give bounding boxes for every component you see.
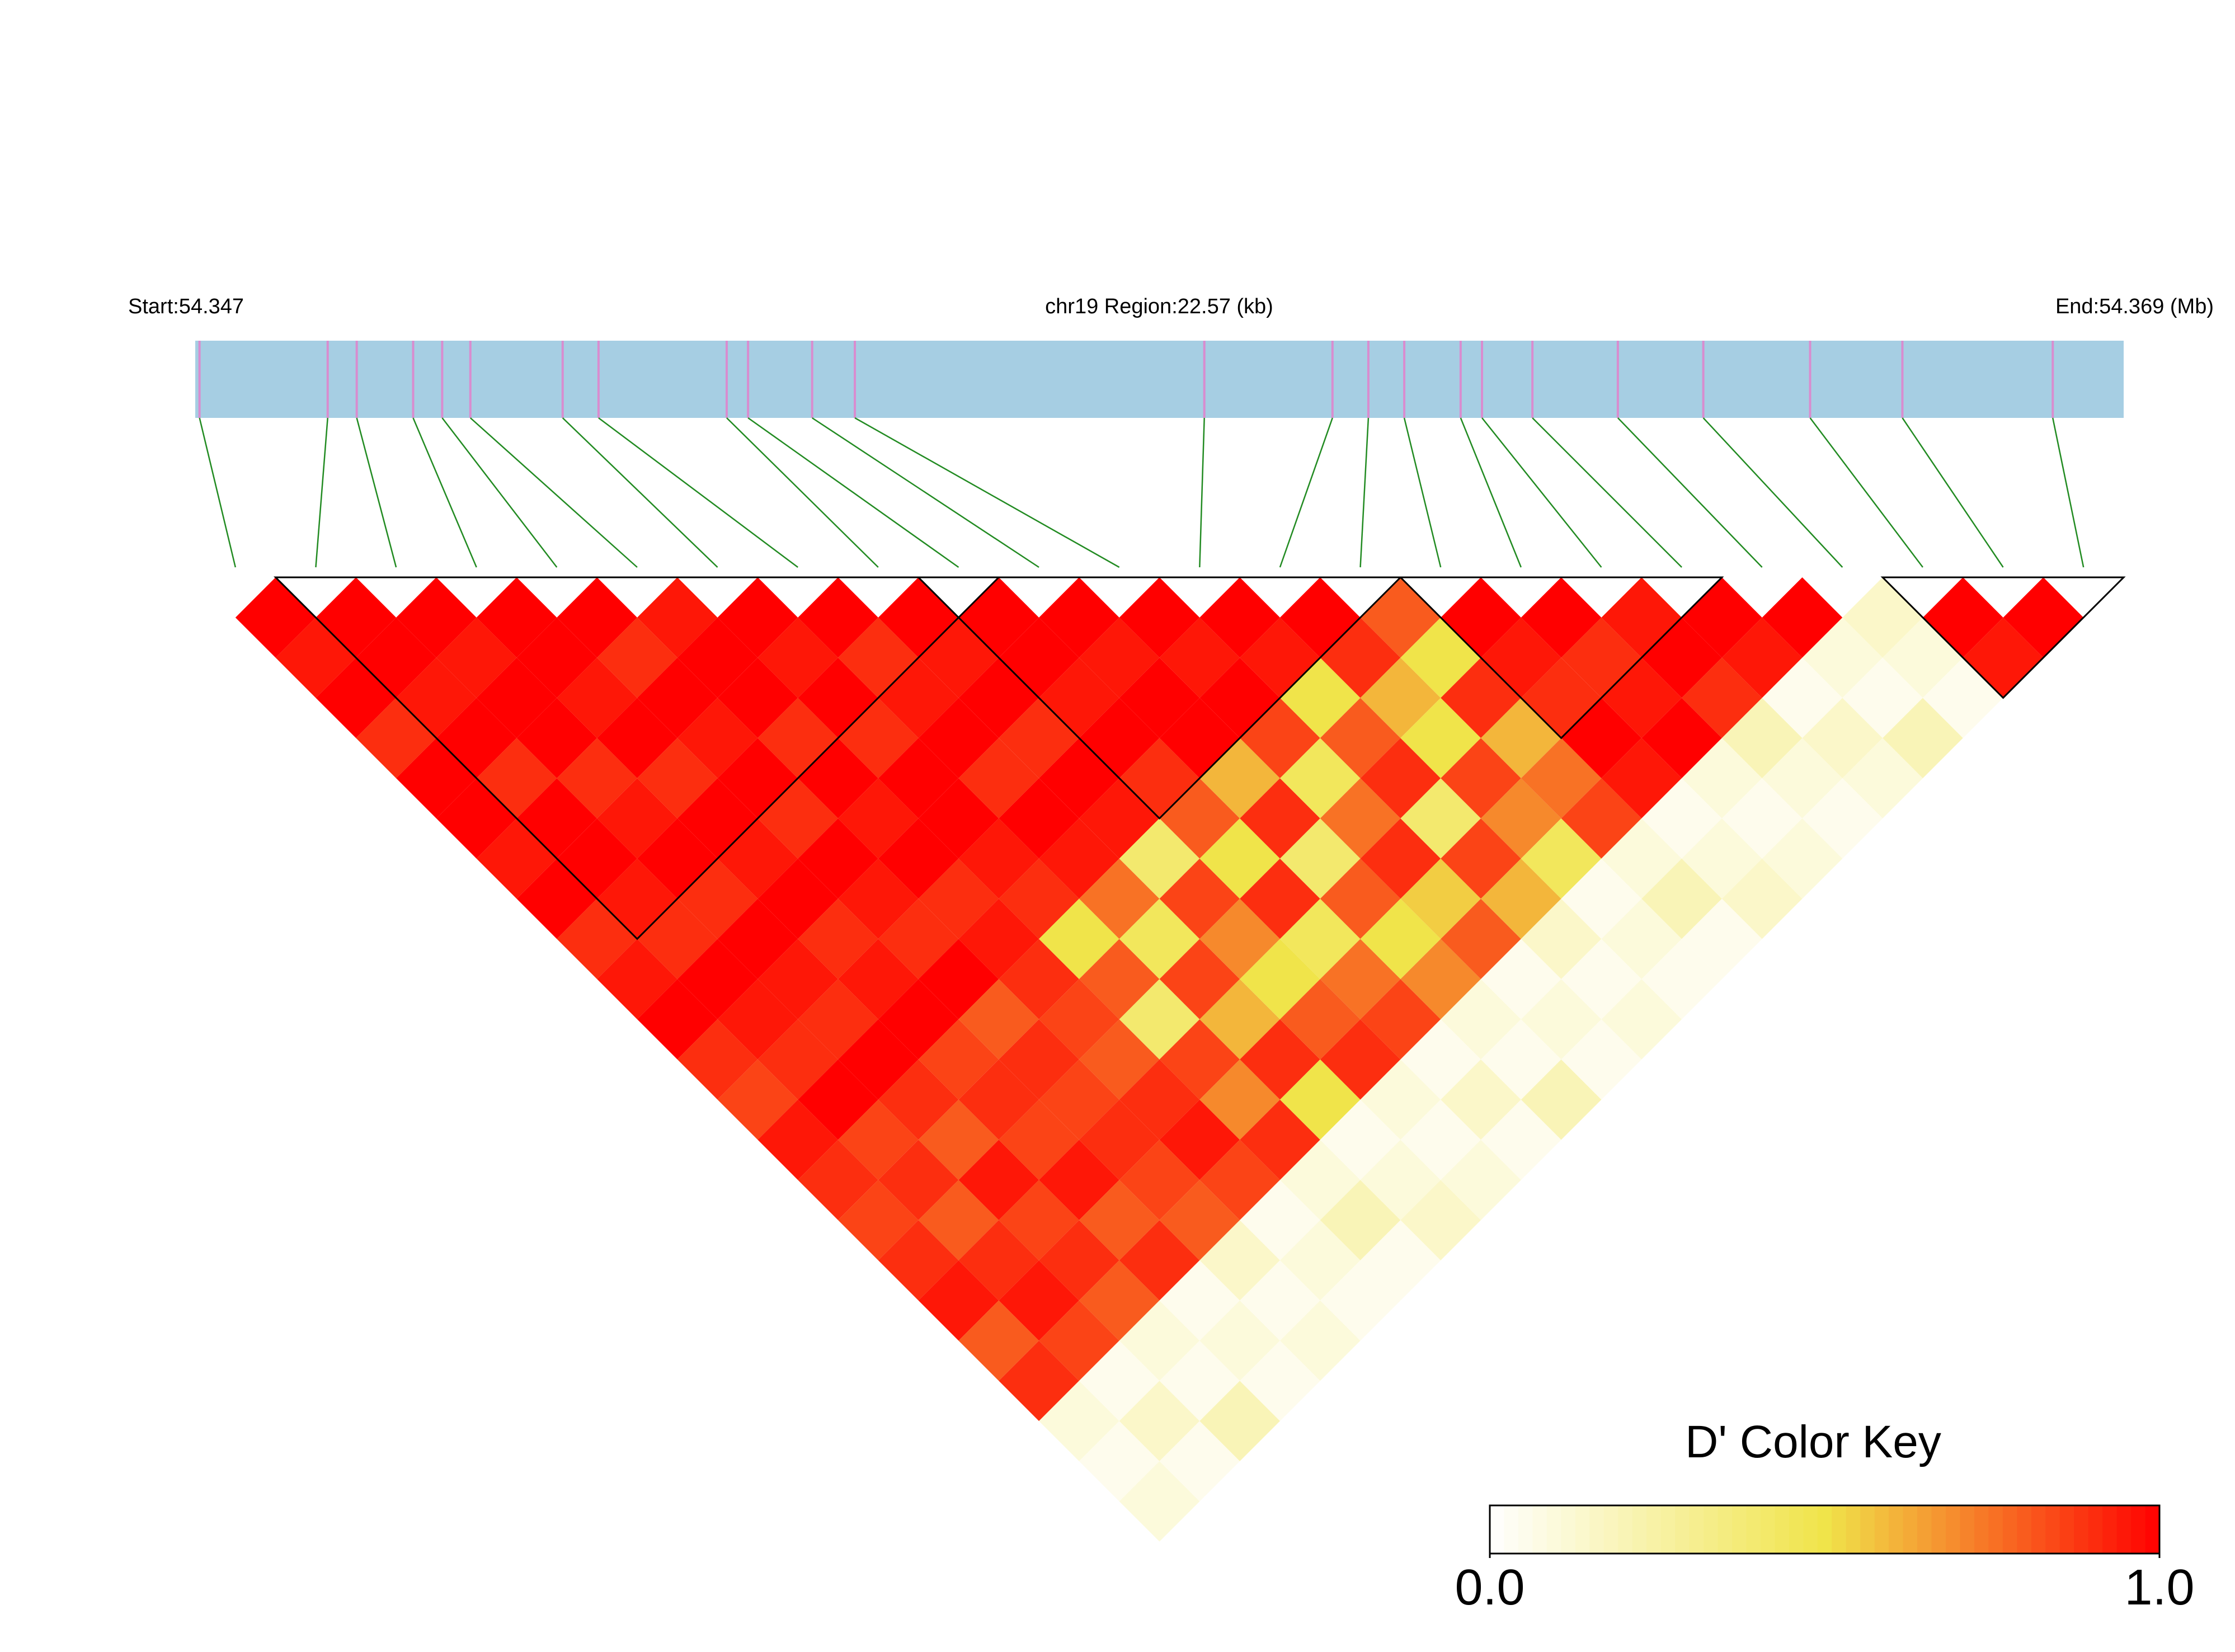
snp-connector: [726, 417, 879, 568]
key-swatch: [1874, 1505, 1889, 1554]
position-track: [195, 341, 2124, 418]
key-swatch: [2102, 1505, 2118, 1554]
key-swatch: [1546, 1505, 1561, 1554]
start-label: Start:54.347: [128, 295, 244, 318]
key-swatch: [1618, 1505, 1633, 1554]
key-swatch: [2074, 1505, 2089, 1554]
key-swatch: [1746, 1505, 1761, 1554]
key-swatch: [1589, 1505, 1605, 1554]
key-swatch: [1903, 1505, 1918, 1554]
key-swatch: [1860, 1505, 1875, 1554]
key-swatch: [1731, 1505, 1747, 1554]
snp-connector: [1532, 417, 1682, 568]
key-swatch: [1660, 1505, 1676, 1554]
snp-connector: [1279, 417, 1333, 568]
key-swatch: [2017, 1505, 2032, 1554]
snp-connector: [1617, 417, 1763, 568]
key-swatch: [1718, 1505, 1733, 1554]
haplotype-block: [916, 576, 1403, 820]
key-swatch: [1603, 1505, 1618, 1554]
key-swatch: [1675, 1505, 1690, 1554]
key-swatch: [1803, 1505, 1818, 1554]
key-swatch: [1689, 1505, 1704, 1554]
snp-connector: [598, 417, 798, 568]
key-swatch: [1704, 1505, 1718, 1554]
key-swatch: [2116, 1505, 2132, 1554]
snp-connector: [1902, 417, 2004, 568]
key-swatch: [1532, 1505, 1547, 1554]
snp-connector: [811, 417, 1039, 568]
key-swatch: [2145, 1505, 2160, 1554]
key-swatch: [2059, 1505, 2074, 1554]
key-swatch: [1817, 1505, 1832, 1554]
snp-connector: [1403, 417, 1442, 568]
snp-connector: [854, 417, 1120, 568]
snp-connector: [562, 417, 718, 568]
haplotype-block: [1880, 576, 2126, 699]
snp-connector: [747, 417, 959, 568]
key-swatch: [1760, 1505, 1775, 1554]
key-swatch: [2131, 1505, 2146, 1554]
snp-connector: [2052, 417, 2085, 568]
key-frame: [1489, 1504, 2161, 1555]
snp-connector: [441, 417, 558, 568]
key-swatch: [2088, 1505, 2103, 1554]
key-swatch: [1646, 1505, 1662, 1554]
snp-connector: [315, 417, 328, 568]
haplotype-block: [274, 576, 1001, 940]
snp-connector: [1199, 417, 1205, 568]
snp-connector: [199, 417, 237, 568]
key-swatch: [1846, 1505, 1861, 1554]
key-swatch: [1988, 1505, 2003, 1554]
key-swatch: [1974, 1505, 1989, 1554]
key-tick-label: 1.0: [2124, 1560, 2194, 1616]
key-swatch: [1504, 1505, 1519, 1554]
key-title: D' Color Key: [1685, 1416, 1941, 1467]
region-label: chr19 Region:22.57 (kb): [1045, 295, 1273, 318]
key-swatch: [1945, 1505, 1960, 1554]
snp-connector: [469, 417, 638, 568]
key-swatch: [1575, 1505, 1590, 1554]
snp-connector: [1359, 417, 1370, 568]
key-swatch: [2031, 1505, 2046, 1554]
snp-connector: [412, 417, 477, 568]
key-swatch: [1632, 1505, 1647, 1554]
key-swatch: [1917, 1505, 1932, 1554]
key-swatch: [1518, 1505, 1533, 1554]
snp-connector: [1809, 417, 1923, 568]
key-swatch: [1889, 1505, 1904, 1554]
key-swatch: [1775, 1505, 1790, 1554]
end-label: End:54.369 (Mb): [2055, 295, 2214, 318]
key-swatch: [1931, 1505, 1946, 1554]
snp-connector: [1481, 417, 1602, 568]
snp-connector: [1460, 417, 1522, 568]
key-tick-label: 0.0: [1455, 1560, 1524, 1616]
key-swatch: [1561, 1505, 1576, 1554]
haplotype-block: [1398, 576, 1724, 740]
key-swatch: [2045, 1505, 2060, 1554]
key-swatch: [1789, 1505, 1804, 1554]
snp-connector: [356, 417, 397, 568]
key-swatch: [1490, 1505, 1504, 1554]
snp-connector: [1702, 417, 1843, 568]
key-swatch: [2002, 1505, 2017, 1554]
key-swatch: [1960, 1505, 1975, 1554]
key-swatch: [1832, 1505, 1847, 1554]
